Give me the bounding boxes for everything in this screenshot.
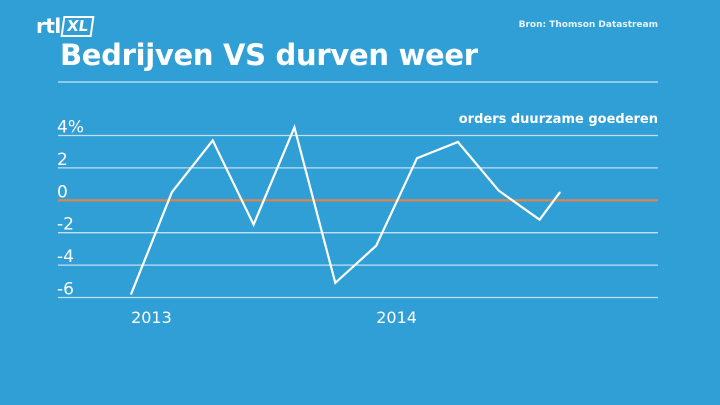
data-point — [212, 139, 214, 141]
data-point — [171, 191, 173, 193]
data-point — [559, 191, 561, 193]
data-point — [334, 282, 336, 284]
data-point — [416, 157, 418, 159]
data-point — [498, 189, 500, 192]
data-point — [130, 293, 132, 295]
x-tick-label: 2014 — [376, 308, 417, 327]
chart-title: Bedrijven VS durven weer — [60, 38, 478, 72]
y-tick-label: 2 — [57, 150, 68, 170]
data-point — [375, 245, 377, 247]
logo-rtl-text: rtl — [36, 14, 61, 38]
series-label: orders duurzame goederen — [458, 112, 658, 127]
y-tick-label: -2 — [57, 215, 74, 235]
data-point — [252, 224, 255, 226]
series-line — [129, 123, 561, 295]
y-tick-label: 0 — [57, 182, 68, 202]
y-tick-label: -4 — [57, 247, 74, 267]
y-tick-label: -6 — [57, 280, 74, 300]
title-divider — [58, 81, 658, 83]
data-point — [457, 141, 459, 143]
rtlxl-logo: rtl XL — [36, 14, 95, 38]
x-tick-label: 2013 — [131, 308, 172, 327]
data-point — [539, 219, 541, 221]
data-point — [293, 126, 296, 128]
source-label: Bron: Thomson Datastream — [518, 20, 658, 30]
y-tick-label: 4% — [57, 118, 84, 138]
